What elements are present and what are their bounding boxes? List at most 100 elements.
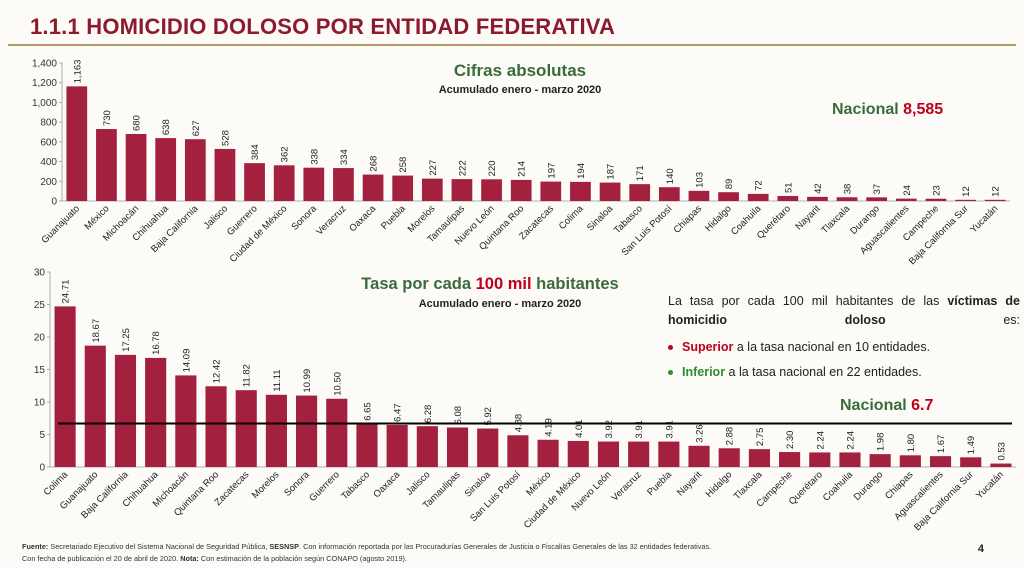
data-label: 1,163 — [72, 60, 83, 84]
data-label: 3.91 — [634, 420, 645, 439]
data-label: 1.98 — [876, 433, 887, 452]
data-label: 14.09 — [181, 349, 192, 373]
bar-hidalgo — [718, 192, 739, 201]
data-label: 680 — [132, 115, 143, 131]
category-label: Coahuila — [821, 469, 856, 504]
data-label: 3.26 — [695, 424, 706, 443]
y-tick-label: 0 — [51, 197, 57, 208]
bar-guerrero — [244, 163, 265, 201]
data-label: 220 — [487, 160, 498, 176]
data-label: 11.11 — [272, 369, 283, 391]
category-label: Veracruz — [609, 469, 643, 503]
data-label: 12 — [991, 186, 1002, 197]
bar-campeche — [779, 452, 801, 467]
data-label: 730 — [102, 110, 113, 126]
y-tick-label: 25 — [34, 300, 46, 311]
bar-yucatán — [984, 199, 1006, 201]
data-label: 51 — [783, 182, 794, 193]
note-item-superior: Superior a la tasa nacional en 10 entida… — [668, 338, 1020, 357]
y-tick-label: 5 — [39, 430, 45, 441]
data-label: 2.88 — [725, 427, 736, 446]
bar-san-luis-potosí — [507, 435, 529, 467]
data-label: 1.80 — [906, 434, 917, 453]
bar-chiapas — [688, 190, 710, 201]
bar-chiapas — [899, 455, 921, 467]
bar-oaxaca — [386, 424, 408, 467]
bar-tamaulipas — [446, 427, 469, 467]
note-item2-bold: Inferior — [682, 365, 726, 379]
note-list: Superior a la tasa nacional en 10 entida… — [668, 338, 1020, 382]
y-tick-label: 800 — [40, 118, 57, 129]
bar-quintana-roo — [510, 179, 532, 201]
note-item1-bold: Superior — [682, 340, 734, 354]
y-tick-label: 1,200 — [32, 78, 57, 89]
data-label: 268 — [369, 156, 380, 172]
bar-sinaloa — [599, 182, 621, 201]
bar-querétaro — [777, 195, 799, 201]
data-label: 24.71 — [61, 280, 72, 304]
bar-zacatecas — [540, 181, 562, 201]
data-label: 18.67 — [91, 319, 102, 343]
footer-line1-a: Secretariado Ejecutivo del Sistema Nacio… — [48, 542, 270, 551]
data-label: 11.82 — [242, 364, 253, 387]
data-label: 1.49 — [966, 436, 977, 455]
data-label: 334 — [339, 149, 350, 165]
data-label: 12.42 — [212, 359, 223, 383]
bar-michoacán — [125, 133, 147, 201]
footer-line2-a: Con fecha de publicación el 20 de abril … — [22, 554, 181, 563]
chart1-national: Nacional 8,585 — [832, 101, 943, 119]
bar-coahuila — [747, 193, 769, 201]
footer-nota-label: Nota: — [180, 554, 199, 563]
data-label: 627 — [191, 120, 202, 136]
category-label: Tabasco — [339, 469, 372, 502]
data-label: 214 — [517, 161, 528, 177]
bar-tlaxcala — [748, 449, 770, 467]
y-tick-label: 400 — [40, 157, 57, 168]
data-label: 17.25 — [121, 328, 132, 352]
y-tick-label: 10 — [34, 398, 46, 409]
note-box: La tasa por cada 100 mil habitantes de l… — [668, 292, 1020, 388]
bar-jalisco — [416, 426, 438, 467]
note-item2-rest: a la tasa nacional en 22 entidades. — [725, 365, 922, 379]
data-label: 2.30 — [785, 431, 796, 450]
data-label: 5.92 — [483, 407, 494, 426]
bar-tabasco — [356, 423, 378, 467]
page-number: 4 — [977, 543, 984, 555]
data-label: 3.92 — [604, 420, 615, 439]
bar-colima — [570, 181, 591, 201]
chart1-national-value: 8,585 — [903, 101, 944, 118]
bar-puebla — [658, 441, 680, 467]
bar-méxico — [96, 129, 117, 201]
bar-hidalgo — [718, 448, 740, 467]
bar-ciudad-de-méxico — [567, 440, 589, 467]
bar-zacatecas — [235, 390, 257, 467]
data-label: 12 — [961, 186, 972, 197]
data-label: 222 — [457, 160, 468, 176]
bar-aguascalientes — [895, 198, 917, 201]
bar-nuevo-león — [481, 179, 502, 201]
green-bullet-icon — [668, 370, 673, 375]
chart2-national-label: Nacional — [840, 397, 907, 414]
bar-campeche — [925, 198, 947, 201]
bar-sinaloa — [477, 428, 499, 467]
data-label: 2.24 — [845, 431, 856, 450]
category-label: Guerrero — [307, 469, 342, 504]
data-label: 4.01 — [574, 419, 585, 438]
bar-coahuila — [839, 452, 861, 467]
category-label: Yucatán — [974, 469, 1006, 501]
bar-chihuahua — [155, 138, 177, 201]
data-label: 72 — [754, 180, 765, 191]
footer-line2-b: Con estimación de la población según CON… — [198, 554, 407, 563]
bar-tabasco — [629, 184, 651, 201]
data-label: 16.78 — [151, 331, 162, 355]
data-label: 2.75 — [755, 428, 766, 447]
y-tick-label: 600 — [40, 137, 57, 148]
note-item1-rest: a la tasa nacional en 10 entidades. — [733, 340, 931, 354]
data-label: 3.91 — [664, 420, 675, 439]
bar-baja-california-sur — [960, 457, 982, 467]
data-label: 103 — [694, 172, 705, 188]
data-label: 2.24 — [815, 431, 826, 450]
bar-chihuahua — [145, 357, 167, 467]
category-label: Jalisco — [404, 469, 432, 497]
